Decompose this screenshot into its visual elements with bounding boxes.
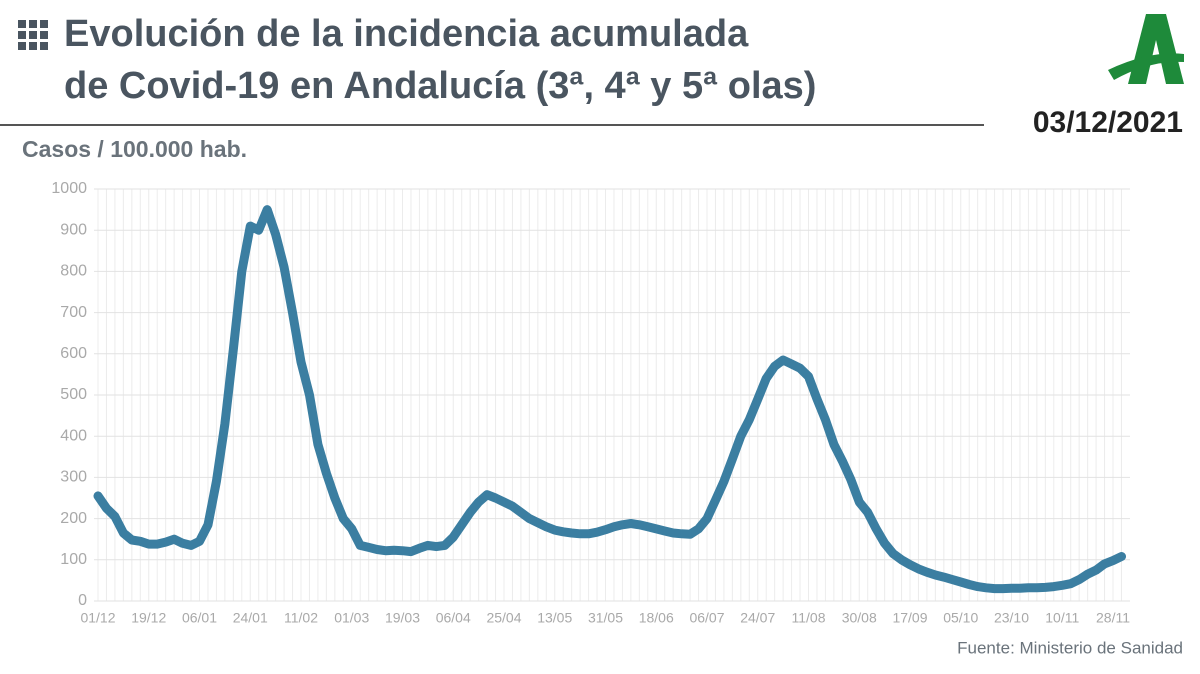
chart-title: de Covid-19 en Andalucía (3ª, 4ª y 5ª ol… xyxy=(64,65,816,107)
chart-title: Evolución de la incidencia acumulada xyxy=(64,13,749,55)
x-tick-label: 06/04 xyxy=(436,610,471,626)
logo xyxy=(1108,14,1184,84)
x-tick-label: 05/10 xyxy=(943,610,978,626)
x-tick-label: 06/01 xyxy=(182,610,217,626)
x-tick-label: 06/07 xyxy=(689,610,724,626)
x-tick-label: 30/08 xyxy=(842,610,877,626)
x-tick-label: 24/07 xyxy=(740,610,775,626)
x-tick-label: 10/11 xyxy=(1045,610,1079,626)
x-tick-label: 19/12 xyxy=(131,610,166,626)
y-tick-label: 500 xyxy=(60,386,87,403)
y-tick-label: 600 xyxy=(60,345,87,362)
plot xyxy=(93,205,1126,594)
y-tick-label: 0 xyxy=(78,592,87,609)
x-tick-label: 25/04 xyxy=(486,610,521,626)
x-tick-label: 11/08 xyxy=(792,610,826,626)
y-tick-label: 400 xyxy=(60,427,87,444)
y-tick-label: 800 xyxy=(60,263,87,280)
y-tick-label: 1000 xyxy=(51,180,87,197)
x-tick-label: 01/12 xyxy=(80,610,115,626)
x-tick-label: 19/03 xyxy=(385,610,420,626)
x-tick-label: 31/05 xyxy=(588,610,623,626)
x-tick-label: 11/02 xyxy=(284,610,318,626)
x-tick-label: 23/10 xyxy=(994,610,1029,626)
date: 03/12/2021 xyxy=(1033,106,1183,139)
x-tick-label: 01/03 xyxy=(334,610,369,626)
line xyxy=(93,205,1126,594)
y-tick-label: 200 xyxy=(60,510,87,527)
x-tick-label: 13/05 xyxy=(537,610,572,626)
source: Fuente: Ministerio de Sanidad xyxy=(957,638,1183,657)
y-tick-label: 900 xyxy=(60,221,87,238)
y-tick-label: 100 xyxy=(60,551,87,568)
y-axis-label: Casos / 100.000 hab. xyxy=(22,136,247,162)
menu-icon xyxy=(18,20,48,50)
grid: 0 100 200 300 400 500 600 700 800 900 1000 01/12 19/… xyxy=(51,180,1130,625)
y-tick-label: 300 xyxy=(60,469,87,486)
x-tick-label: 24/01 xyxy=(233,610,268,626)
y-tick-label: 700 xyxy=(60,304,87,321)
x-tick-label: 17/09 xyxy=(892,610,927,626)
x-tick-label: 18/06 xyxy=(639,610,674,626)
x-tick-label: 28/11 xyxy=(1096,610,1130,626)
